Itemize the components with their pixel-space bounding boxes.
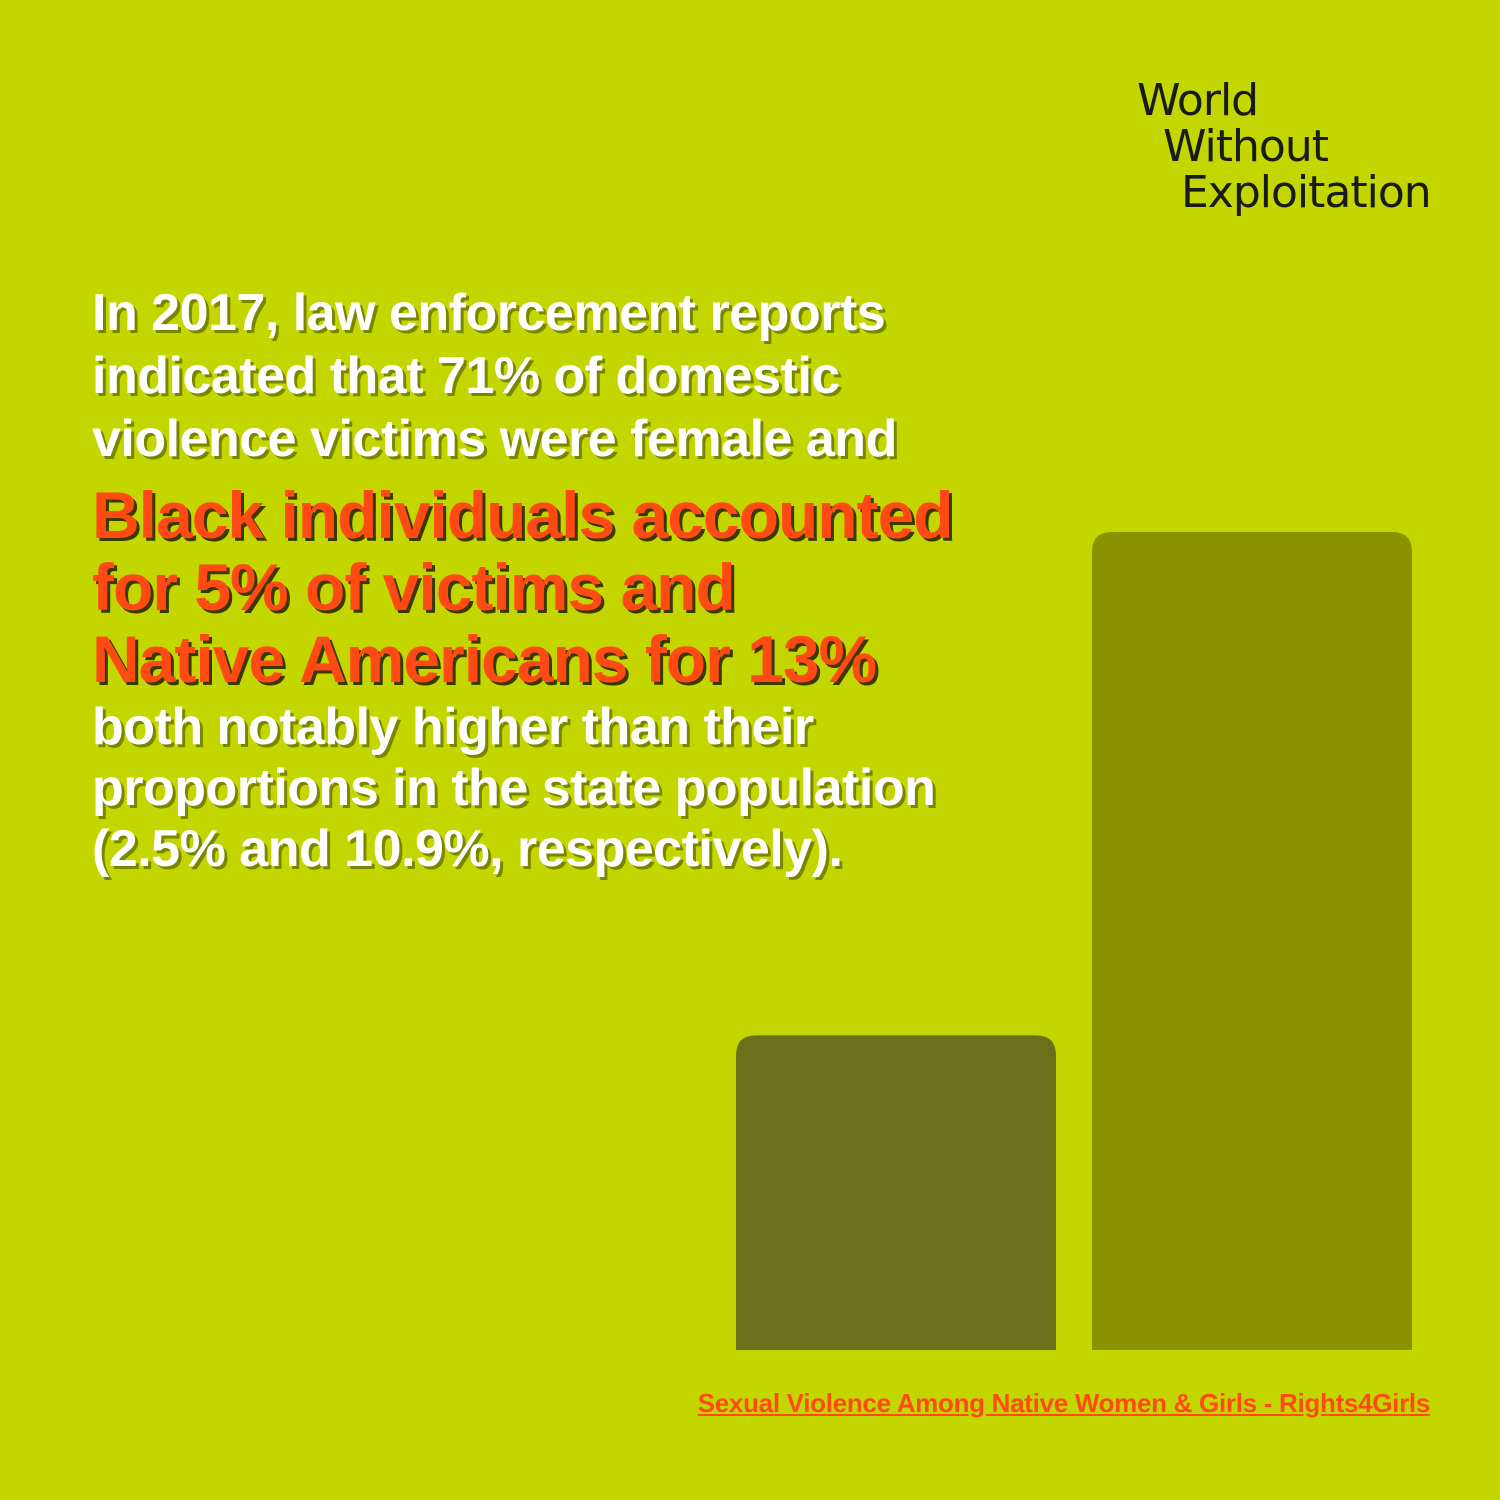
source-link[interactable]: Sexual Violence Among Native Women & Gir…: [697, 1388, 1431, 1418]
bars-group: [736, 532, 1412, 1350]
intro-line-1: In 2017, law enforcement reports: [92, 284, 886, 342]
outro-line-1: both notably higher than their: [92, 698, 814, 756]
intro-paragraph: In 2017, law enforcement reports indicat…: [92, 282, 1052, 471]
bar-1: [736, 1035, 1056, 1350]
outro-paragraph: both notably higher than their proportio…: [92, 697, 1052, 880]
outro-line-3: (2.5% and 10.9%, respectively).: [92, 820, 843, 878]
bar-2: [1092, 532, 1412, 1350]
logo-line-1: World: [1137, 75, 1259, 126]
highlight-paragraph: Black individuals accounted for 5% of vi…: [92, 479, 1052, 695]
logo-line-2: Without: [1163, 121, 1329, 172]
outro-line-2: proportions in the state population: [92, 759, 936, 817]
bar-chart: [736, 532, 1412, 1350]
highlight-line-3: Native Americans for 13%: [92, 622, 877, 696]
logo: World Without Exploitation: [1137, 75, 1432, 218]
highlight-line-1: Black individuals accounted: [92, 478, 954, 552]
highlight-line-2: for 5% of victims and: [92, 550, 736, 624]
intro-line-3: violence victims were female and: [92, 410, 897, 468]
main-text: In 2017, law enforcement reports indicat…: [92, 282, 1052, 880]
logo-line-3: Exploitation: [1181, 167, 1432, 218]
intro-line-2: indicated that 71% of domestic: [92, 347, 840, 405]
